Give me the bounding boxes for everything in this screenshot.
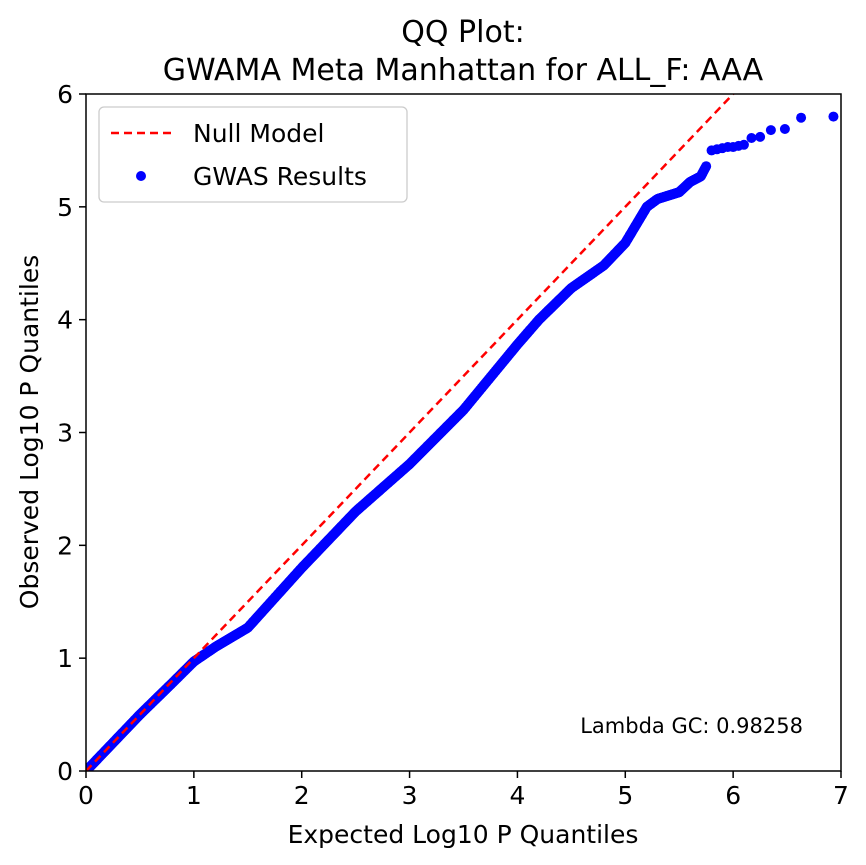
- gwas-point: [755, 131, 766, 142]
- x-tick-label: 6: [725, 781, 741, 810]
- null-model-line: [86, 94, 735, 771]
- plot-area: [86, 94, 839, 771]
- legend-null-label: Null Model: [193, 119, 324, 148]
- x-tick-label: 4: [509, 781, 525, 810]
- gwas-point: [779, 123, 790, 134]
- chart-title-line2: GWAMA Meta Manhattan for ALL_F: AAA: [163, 53, 764, 88]
- gwas-point: [746, 133, 757, 143]
- y-tick-label: 5: [57, 193, 73, 222]
- x-tick-label: 7: [833, 781, 849, 810]
- x-tick-label: 2: [294, 781, 310, 810]
- x-tick-label: 1: [186, 781, 202, 810]
- lambda-gc-annotation: Lambda GC: 0.98258: [580, 714, 803, 738]
- y-tick-label: 3: [57, 419, 73, 448]
- axis-ticks: 0 1 2 3 4 5 6 7 0 1 2 3 4 5 6: [57, 80, 849, 810]
- x-axis-label: Expected Log10 P Quantiles: [288, 820, 639, 849]
- y-tick-label: 4: [57, 306, 73, 335]
- y-tick-label: 2: [57, 531, 73, 560]
- y-tick-label: 1: [57, 644, 73, 673]
- gwas-point: [796, 112, 807, 123]
- y-tick-label: 0: [57, 757, 73, 786]
- x-tick-label: 3: [402, 781, 418, 810]
- gwas-point: [701, 161, 712, 172]
- y-axis-label: Observed Log10 P Quantiles: [15, 255, 44, 609]
- chart-title-line1: QQ Plot:: [401, 15, 524, 50]
- x-tick-label: 5: [617, 781, 633, 810]
- plot-clip-group: [86, 94, 839, 771]
- gwas-point: [738, 139, 749, 150]
- y-tick-label: 6: [57, 80, 73, 109]
- legend-box: [98, 106, 408, 203]
- legend-gwas-marker: [136, 171, 146, 181]
- legend-gwas-label: GWAS Results: [193, 162, 367, 191]
- gwas-point: [765, 125, 776, 136]
- legend: Null Model GWAS Results: [98, 106, 408, 203]
- plot-frame: [85, 93, 842, 772]
- x-tick-label: 0: [78, 781, 94, 810]
- gwas-point: [828, 111, 839, 122]
